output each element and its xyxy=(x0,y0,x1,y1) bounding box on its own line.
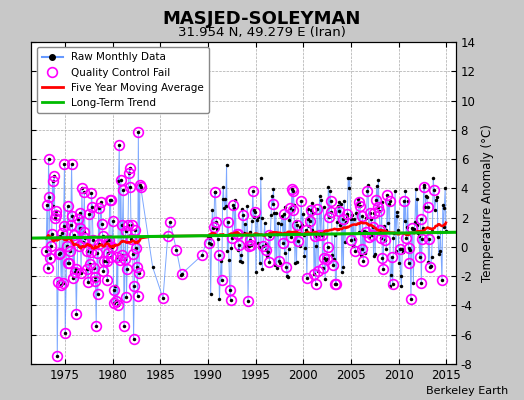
Text: Berkeley Earth: Berkeley Earth xyxy=(426,386,508,396)
Legend: Raw Monthly Data, Quality Control Fail, Five Year Moving Average, Long-Term Tren: Raw Monthly Data, Quality Control Fail, … xyxy=(37,47,209,113)
Text: MASJED-SOLEYMAN: MASJED-SOLEYMAN xyxy=(163,10,361,28)
Text: 31.954 N, 49.279 E (Iran): 31.954 N, 49.279 E (Iran) xyxy=(178,26,346,39)
Y-axis label: Temperature Anomaly (°C): Temperature Anomaly (°C) xyxy=(482,124,494,282)
